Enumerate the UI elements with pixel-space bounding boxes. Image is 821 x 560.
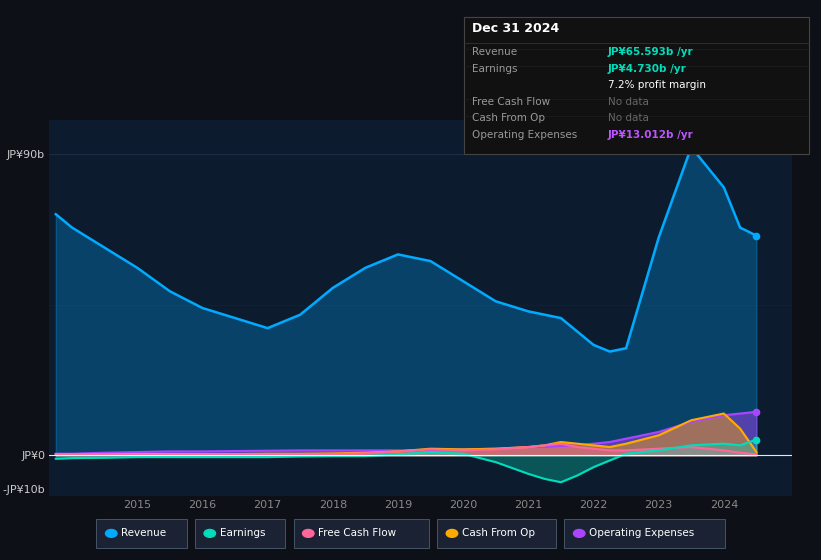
Text: Dec 31 2024: Dec 31 2024 bbox=[472, 22, 559, 35]
Text: 7.2% profit margin: 7.2% profit margin bbox=[608, 80, 705, 90]
Text: Cash From Op: Cash From Op bbox=[461, 529, 534, 538]
Text: Free Cash Flow: Free Cash Flow bbox=[318, 529, 397, 538]
Text: Operating Expenses: Operating Expenses bbox=[589, 529, 695, 538]
Text: Earnings: Earnings bbox=[472, 63, 517, 73]
Text: Free Cash Flow: Free Cash Flow bbox=[472, 97, 550, 106]
Text: JP¥4.730b /yr: JP¥4.730b /yr bbox=[608, 63, 686, 73]
Text: No data: No data bbox=[608, 113, 649, 123]
Text: Revenue: Revenue bbox=[472, 47, 517, 57]
Text: JP¥65.593b /yr: JP¥65.593b /yr bbox=[608, 47, 693, 57]
Text: Earnings: Earnings bbox=[220, 529, 265, 538]
Text: JP¥13.012b /yr: JP¥13.012b /yr bbox=[608, 130, 693, 140]
Text: No data: No data bbox=[608, 97, 649, 106]
Text: Revenue: Revenue bbox=[122, 529, 166, 538]
Text: Cash From Op: Cash From Op bbox=[472, 113, 545, 123]
Text: Operating Expenses: Operating Expenses bbox=[472, 130, 577, 140]
